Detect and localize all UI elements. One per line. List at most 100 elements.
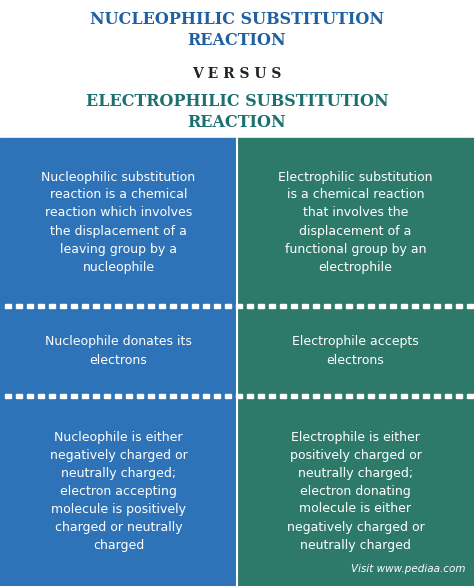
Bar [104,304,110,308]
Bar [434,394,440,398]
Bar [335,394,341,398]
Bar [159,394,165,398]
Bar [60,394,66,398]
Bar [0,306,237,396]
Bar [324,304,330,308]
Bar [313,394,319,398]
Bar [104,394,110,398]
Bar [258,394,264,398]
Bar [181,394,187,398]
Bar [27,394,33,398]
Bar [93,394,99,398]
Bar [401,304,407,308]
Bar [148,394,154,398]
Bar [379,394,385,398]
Bar [456,304,462,308]
Bar [247,304,253,308]
Bar [423,304,429,308]
Bar [302,304,308,308]
Bar [412,394,418,398]
Text: Nucleophile donates its
electrons: Nucleophile donates its electrons [45,336,192,366]
Bar [38,304,44,308]
Bar [203,304,209,308]
Bar [368,394,374,398]
Bar [181,304,187,308]
Bar [237,306,474,396]
Bar [82,304,88,308]
Bar [357,304,363,308]
Bar [115,394,121,398]
Bar [324,394,330,398]
Text: Electrophilic substitution
is a chemical reaction
that involves the
displacement: Electrophilic substitution is a chemical… [278,171,433,274]
Bar [203,394,209,398]
Bar [71,304,77,308]
Bar [71,394,77,398]
Text: V E R S U S: V E R S U S [192,67,282,81]
Bar [445,394,451,398]
Bar [115,304,121,308]
Bar [192,304,198,308]
Bar [170,394,176,398]
Bar [126,394,132,398]
Bar [27,304,33,308]
Bar [313,304,319,308]
Bar [236,394,242,398]
Bar [0,138,237,306]
Bar [456,394,462,398]
Bar [192,394,198,398]
Bar [291,304,297,308]
Bar [126,304,132,308]
Text: Nucleophile is either
negatively charged or
neutrally charged;
electron acceptin: Nucleophile is either negatively charged… [50,431,187,551]
Bar [159,304,165,308]
Bar [137,304,143,308]
Bar [401,394,407,398]
Text: NUCLEOPHILIC SUBSTITUTION
REACTION: NUCLEOPHILIC SUBSTITUTION REACTION [90,11,384,49]
Bar [236,304,242,308]
Bar [335,304,341,308]
Bar [280,394,286,398]
Bar [467,304,473,308]
Bar [214,394,220,398]
Text: Electrophile is either
positively charged or
neutrally charged;
electron donatin: Electrophile is either positively charge… [287,431,424,551]
Bar [302,394,308,398]
Bar [280,304,286,308]
Bar [225,394,231,398]
Bar [237,138,474,306]
Text: ELECTROPHILIC SUBSTITUTION
REACTION: ELECTROPHILIC SUBSTITUTION REACTION [86,93,388,131]
Bar [346,394,352,398]
Bar [49,304,55,308]
Bar [0,0,474,138]
Bar [423,394,429,398]
Bar [82,394,88,398]
Bar [137,394,143,398]
Bar [379,304,385,308]
Bar [434,304,440,308]
Bar [390,394,396,398]
Bar [0,396,237,586]
Bar [269,304,275,308]
Bar [170,304,176,308]
Bar [258,304,264,308]
Bar [368,304,374,308]
Bar [291,394,297,398]
Bar [214,304,220,308]
Bar [269,394,275,398]
Bar [346,304,352,308]
Bar [237,396,474,586]
Bar [93,304,99,308]
Bar [16,304,22,308]
Bar [412,304,418,308]
Bar [390,304,396,308]
Bar [5,304,11,308]
Bar [5,394,11,398]
Text: Visit www.pediaa.com: Visit www.pediaa.com [352,564,466,574]
Bar [445,304,451,308]
Bar [49,394,55,398]
Bar [16,394,22,398]
Bar [60,304,66,308]
Bar [247,394,253,398]
Text: Electrophile accepts
electrons: Electrophile accepts electrons [292,336,419,366]
Bar [148,304,154,308]
Bar [357,394,363,398]
Bar [38,394,44,398]
